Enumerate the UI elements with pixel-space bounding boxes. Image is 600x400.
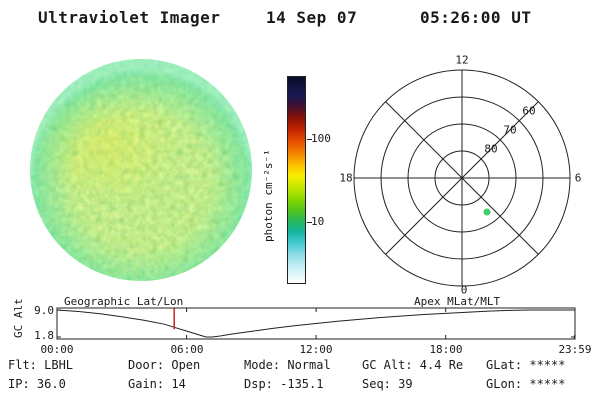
xtick-1800: 18:00: [429, 343, 463, 356]
gc-alt-curve: [56, 309, 575, 338]
xtick-0600: 06:00: [170, 343, 204, 356]
uv-earth-disk-image: [30, 59, 252, 281]
mlat-label-80: 80: [484, 142, 498, 156]
xtick-0000: 00:00: [40, 343, 74, 356]
mlat-label-60: 60: [522, 104, 536, 118]
status-flt: Flt: LBHL: [8, 358, 74, 372]
colorbar-tick-label-100: 100: [311, 132, 331, 145]
header-time: 05:26:00 UT: [420, 8, 532, 27]
mlat-label-70: 70: [503, 123, 517, 137]
gc-alt-strip-chart: [56, 307, 576, 340]
strip-ymin-label: 1.8: [34, 329, 54, 342]
status-glat: GLat: *****: [486, 358, 566, 372]
polar-grid: [353, 69, 571, 287]
colorbar-units-label: photon cm⁻²s⁻¹: [262, 149, 275, 242]
status-ip: IP: 36.0: [8, 377, 66, 391]
strip-plot-box: [56, 307, 576, 340]
colorbar-tick-100: [307, 139, 312, 140]
status-seq: Seq: 39: [362, 377, 413, 391]
status-dsp: Dsp: -135.1: [244, 377, 324, 391]
colorbar-tick-label-10: 10: [311, 215, 325, 228]
mlt-label-18: 18: [339, 171, 353, 185]
strip-left-title: Geographic Lat/Lon: [64, 295, 184, 308]
colorbar-tick-10: [307, 222, 312, 223]
polar-plot: 12 18 6 0 60 70 80: [339, 52, 590, 298]
header-date: 14 Sep 07: [266, 8, 358, 27]
xtick-1200: 12:00: [299, 343, 333, 356]
mlt-label-12: 12: [455, 53, 469, 67]
xtick-2359: 23:59: [558, 343, 592, 356]
spacecraft-dot: [483, 208, 491, 216]
status-gain: Gain: 14: [128, 377, 186, 391]
status-gc-alt: GC Alt: 4.4 Re: [362, 358, 464, 372]
mlt-label-6: 6: [574, 171, 582, 185]
mlt-label-0: 0: [460, 283, 468, 297]
app-title: Ultraviolet Imager: [38, 8, 221, 27]
status-door: Door: Open: [128, 358, 201, 372]
strip-right-title: Apex MLat/MLT: [414, 295, 501, 308]
strip-ymax-label: 9.0: [34, 304, 54, 317]
colorbar-gradient: [287, 76, 306, 284]
status-mode: Mode: Normal: [244, 358, 331, 372]
status-glon: GLon: *****: [486, 377, 566, 391]
earth-disk-noise: [30, 59, 252, 281]
